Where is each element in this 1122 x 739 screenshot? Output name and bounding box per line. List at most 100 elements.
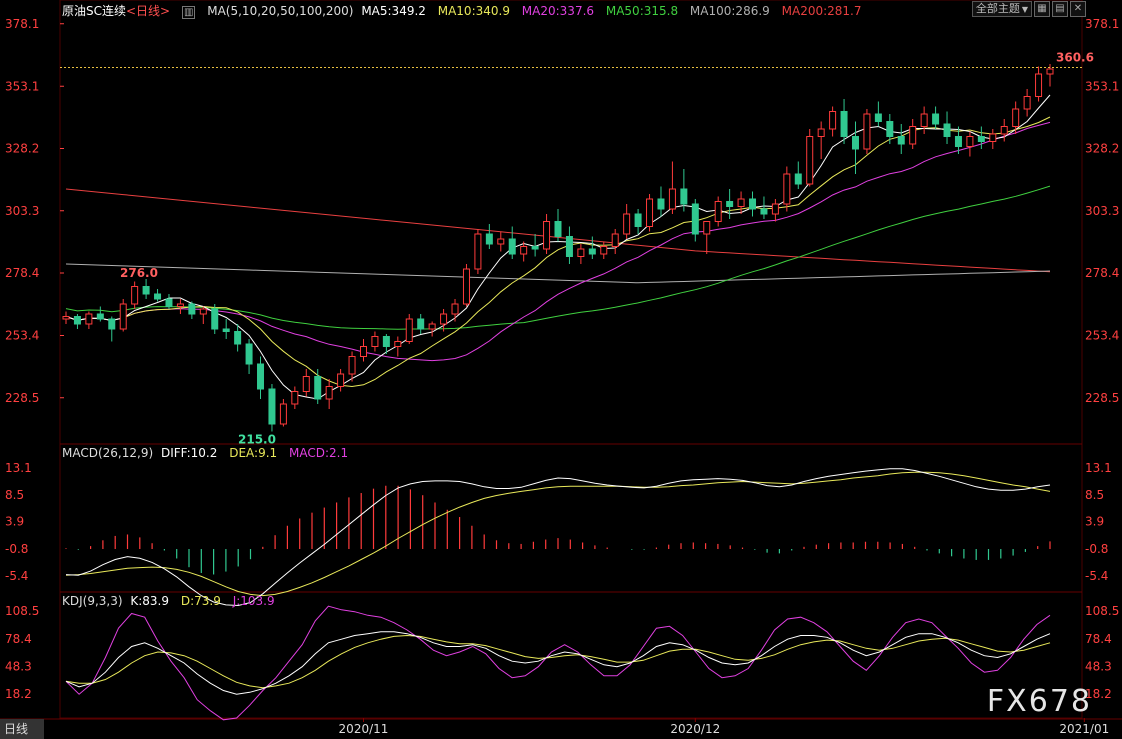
candle-body: [737, 198, 745, 207]
candle-body: [554, 221, 562, 237]
candle-body: [989, 133, 997, 142]
candle-body: [485, 233, 493, 245]
candle-body: [954, 136, 962, 147]
low-annotation: 215.0: [238, 433, 276, 447]
candle-body: [760, 208, 768, 215]
kdj-tick-label-left: 48.3: [5, 659, 32, 673]
macd-tick-label-left: 8.5: [5, 488, 24, 502]
period-tab[interactable]: 日线: [0, 719, 44, 739]
candle-body: [932, 113, 940, 125]
candle-body: [577, 248, 585, 257]
price-tick-label-right: 353.1: [1085, 79, 1119, 93]
x-tick-label: 2020/11: [339, 722, 389, 736]
candle-body: [359, 346, 367, 357]
candle-body: [668, 188, 676, 210]
macd-tick-label-right: 13.1: [1085, 461, 1112, 475]
price-tick-label-right: 303.3: [1085, 204, 1119, 218]
ma10-value: MA10:340.9: [437, 4, 510, 18]
ma50-value: MA50:315.8: [605, 4, 679, 18]
candle-body: [646, 198, 654, 227]
candle-body: [703, 221, 711, 235]
macd-tick-label-right: 8.5: [1085, 488, 1104, 502]
candle-body: [531, 246, 539, 250]
candle-body: [337, 373, 345, 387]
candle-body: [428, 323, 436, 330]
kdj-tick-label-right: 18.2: [1085, 687, 1112, 701]
price-tick-label-left: 378.1: [5, 17, 39, 31]
grid-icon[interactable]: ▦: [1034, 1, 1050, 17]
kdj-j-line: [65, 605, 1051, 721]
ma20-line: [65, 121, 1051, 362]
candle-body: [588, 248, 596, 255]
candle-body: [897, 136, 905, 145]
settings-icon[interactable]: ▥: [181, 6, 196, 19]
candle-body: [520, 246, 528, 255]
candle-body: [886, 121, 894, 137]
candle-body: [245, 343, 253, 365]
candle-body: [234, 331, 242, 345]
ma10-line: [65, 116, 1051, 388]
candle-body: [222, 328, 230, 332]
candle-body: [611, 233, 619, 247]
price-tick-label-left: 328.2: [5, 142, 39, 156]
kdj-tick-label-right: 48.3: [1085, 659, 1112, 673]
candle-body: [794, 173, 802, 185]
kdj-tick-label-right: 108.5: [1085, 604, 1119, 618]
candle-body: [302, 376, 310, 392]
candle-body: [863, 113, 871, 150]
kdj-params: KDJ(9,3,3): [62, 594, 123, 608]
price-tick-label-left: 278.4: [5, 266, 39, 280]
candle-body: [394, 341, 402, 347]
price-tick-label-right: 228.5: [1085, 391, 1119, 405]
candle-body: [268, 388, 276, 425]
theme-dropdown[interactable]: 全部主题 ▼: [971, 1, 1032, 17]
price-tick-label-left: 228.5: [5, 391, 39, 405]
candle-body: [634, 213, 642, 227]
candle-body: [497, 238, 505, 245]
kdj-tick-label-right: 78.4: [1085, 632, 1112, 646]
price-tick-label-right: 253.4: [1085, 329, 1119, 343]
ma5-value: MA5:349.2: [361, 4, 426, 18]
candle-body: [96, 313, 104, 320]
price-tick-label-right: 278.4: [1085, 266, 1119, 280]
candle-body: [176, 303, 184, 307]
candle-body: [909, 126, 917, 145]
kdj-tick-label-left: 108.5: [5, 604, 39, 618]
candle-body: [749, 198, 757, 210]
candle-body: [314, 376, 322, 400]
candle-body: [874, 113, 882, 122]
ma20-value: MA20:337.6: [521, 4, 595, 18]
macd-tick-label-left: 13.1: [5, 461, 32, 475]
candle-body: [817, 128, 825, 137]
candle-body: [211, 308, 219, 330]
price-tick-label-right: 378.1: [1085, 17, 1119, 31]
macd-diff-line: [65, 468, 1051, 607]
document-icon[interactable]: ▤: [1052, 1, 1068, 17]
candle-body: [657, 198, 665, 210]
kdj-d-value: D:73.9: [180, 594, 221, 608]
macd-params: MACD(26,12,9): [62, 446, 154, 460]
candle-body: [62, 316, 70, 320]
candle-body: [565, 236, 573, 257]
candle-body: [405, 318, 413, 342]
candle-body: [691, 203, 699, 235]
candle-body: [508, 238, 516, 255]
toolbar: 全部主题 ▼ ▦ ▤ ✕: [971, 1, 1086, 17]
ma-params: MA(5,10,20,50,100,200): [207, 4, 354, 18]
candle-body: [154, 293, 162, 300]
candle-body: [714, 201, 722, 222]
price-tick-label-left: 303.3: [5, 204, 39, 218]
candle-body: [85, 313, 93, 325]
candle-body: [188, 303, 196, 315]
chevron-down-icon: ▼: [1021, 5, 1028, 14]
candle-body: [851, 136, 859, 150]
candle-body: [726, 201, 734, 207]
candle-body: [840, 111, 848, 137]
period-label[interactable]: <日线>: [126, 4, 171, 18]
x-tick-label: 2020/12: [670, 722, 720, 736]
candle-body: [382, 336, 390, 347]
candle-body: [257, 363, 265, 390]
close-icon[interactable]: ✕: [1070, 1, 1086, 17]
ma200-value: MA200:281.7: [781, 4, 862, 18]
